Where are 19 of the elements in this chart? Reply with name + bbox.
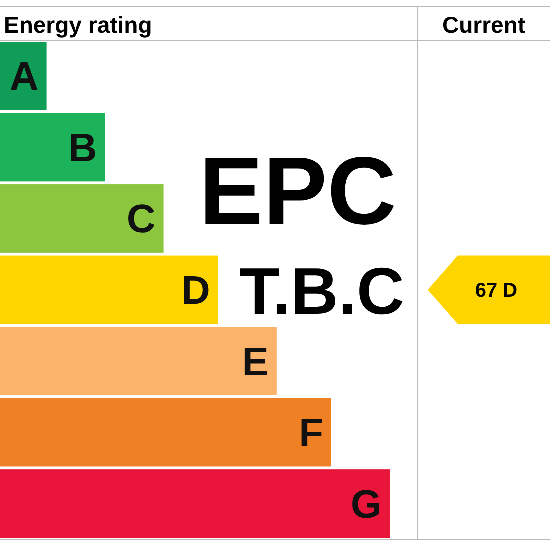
text: Current [442, 12, 526, 38]
bar [0, 42, 47, 110]
y-tick-label: E [242, 340, 269, 384]
text: 67 D [475, 280, 518, 302]
annotation: EPC [199, 138, 397, 245]
y-tick-label: A [10, 55, 39, 100]
bar [0, 256, 218, 324]
bar [0, 470, 390, 538]
y-tick-label: G [350, 482, 382, 527]
y-tick-label: F [299, 412, 324, 456]
chart-title: Energy rating [4, 12, 152, 38]
annotation: T.B.C [240, 254, 404, 328]
y-tick-label: D [182, 269, 210, 313]
bar [0, 398, 332, 467]
bar [0, 184, 164, 253]
y-tick-label: B [68, 126, 98, 170]
y-tick-label: C [126, 198, 156, 242]
bar [0, 113, 106, 182]
bar [0, 327, 277, 396]
